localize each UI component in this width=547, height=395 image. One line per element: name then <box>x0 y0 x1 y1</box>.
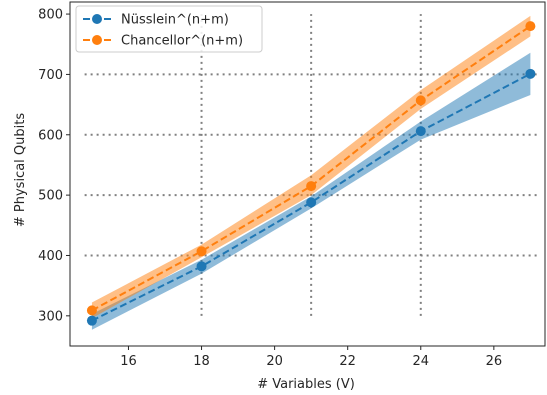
series-1-point <box>415 126 426 137</box>
x-tick-label: 24 <box>412 354 429 369</box>
series-1-point <box>86 315 97 326</box>
legend-box <box>75 5 263 53</box>
x-tick-label: 22 <box>339 354 356 369</box>
series-2-band <box>91 15 531 319</box>
plot-area <box>69 1 546 347</box>
y-tick-label: 300 <box>38 309 63 324</box>
x-tick-label: 26 <box>486 354 503 369</box>
x-axis: 16 18 20 22 24 26 <box>120 346 502 369</box>
y-tick-label: 700 <box>38 68 63 83</box>
x-axis-label: # Variables (V) <box>257 377 355 392</box>
y-axis-label: # Physical Qubits <box>13 113 28 227</box>
legend-marker <box>92 35 102 45</box>
series-2-point <box>415 95 426 106</box>
legend: Nüsslein^(n+m) Chancellor^(n+m) <box>75 5 263 53</box>
legend-label: Chancellor^(n+m) <box>121 34 243 49</box>
series-1-point <box>306 197 317 208</box>
series-2-point <box>306 181 317 192</box>
legend-marker <box>92 14 102 24</box>
x-tick-label: 16 <box>120 354 137 369</box>
series-1-line <box>91 72 531 322</box>
y-tick-label: 500 <box>38 189 63 204</box>
x-tick-label: 18 <box>193 354 210 369</box>
series-2-point <box>196 246 207 257</box>
x-tick-label: 20 <box>266 354 283 369</box>
series-1-point <box>525 68 536 79</box>
series-1-band <box>91 52 531 330</box>
y-tick-label: 800 <box>38 8 63 23</box>
series-2-point <box>525 21 536 32</box>
y-tick-label: 600 <box>38 128 63 143</box>
series-2-point <box>86 305 97 316</box>
y-axis: 300 400 500 600 700 800 <box>38 8 70 324</box>
series-1-point <box>196 261 207 272</box>
legend-label: Nüsslein^(n+m) <box>121 13 229 28</box>
plot-frame <box>69 1 546 347</box>
y-tick-label: 400 <box>38 249 63 264</box>
